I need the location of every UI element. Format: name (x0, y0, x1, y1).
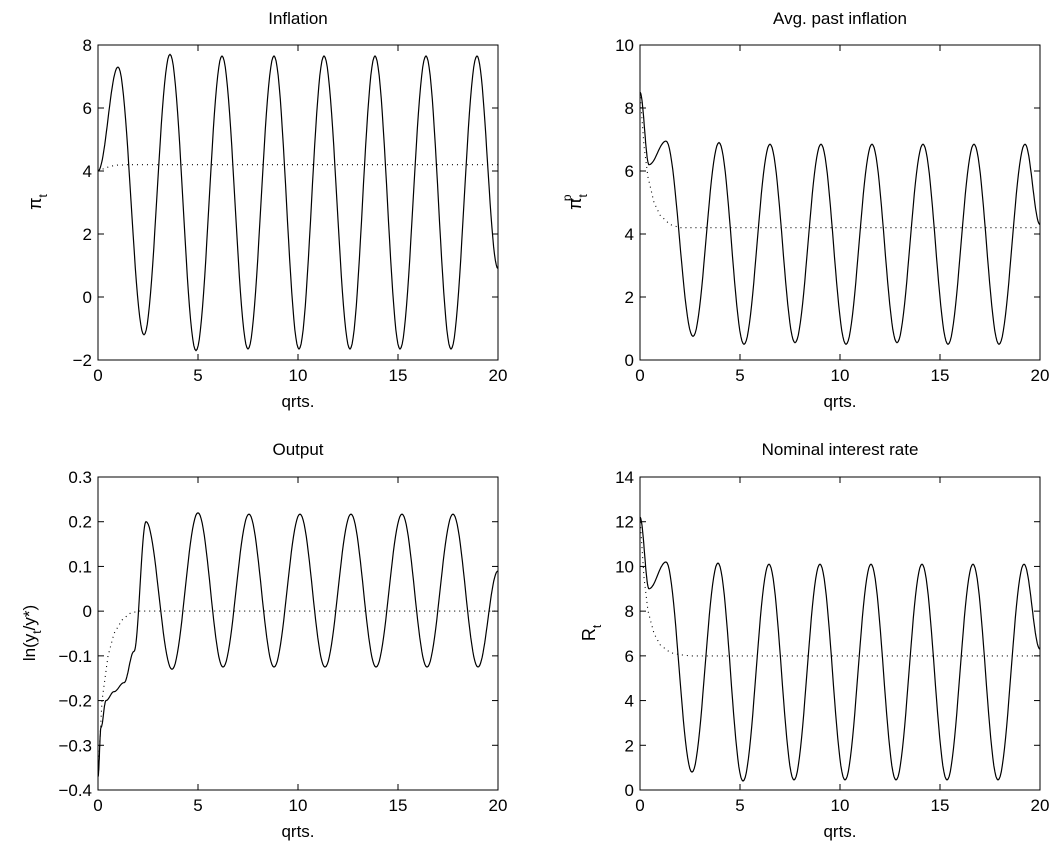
y-tick-label: −2 (73, 351, 92, 370)
y-tick-label: 14 (615, 468, 634, 487)
x-tick-label: 20 (489, 366, 508, 385)
y-tick-label: 4 (625, 692, 634, 711)
y-tick-label: 4 (625, 225, 634, 244)
y-axis-label: πt (25, 193, 50, 209)
x-tick-label: 15 (931, 366, 950, 385)
panel-avg-past-inflation: Avg. past inflation qrts. πtp 0 2 4 6 8 10 0 5 1… (560, 9, 1049, 411)
y-tick-label: 0.3 (68, 468, 92, 487)
y-tick-label: −0.2 (58, 692, 92, 711)
y-tick-label: 10 (615, 557, 634, 576)
x-axis-label: qrts. (823, 822, 856, 841)
series-line-solid (639, 516, 1041, 782)
y-tick-label: 2 (625, 288, 634, 307)
y-axis-label: πtp (560, 193, 590, 209)
y-tick-label: 6 (625, 647, 634, 666)
x-axis-label: qrts. (823, 392, 856, 411)
y-tick-label: 2 (83, 225, 92, 244)
x-tick-label: 15 (389, 366, 408, 385)
y-tick-label: 12 (615, 513, 634, 532)
x-tick-label: 5 (735, 796, 744, 815)
panel-nominal-interest-rate: Nominal interest rate qrts. Rt 0 2 4 6 8 10 12… (579, 440, 1049, 841)
y-axis-label: Rt (579, 624, 604, 641)
x-tick-label: 20 (489, 796, 508, 815)
y-tick-label: 6 (83, 99, 92, 118)
x-tick-label: 0 (635, 796, 644, 815)
y-tick-label: 10 (615, 36, 634, 55)
y-tick-label: 0.1 (68, 557, 92, 576)
y-tick-label: −0.1 (58, 647, 92, 666)
y-tick-label: 4 (83, 162, 92, 181)
x-tick-label: 10 (831, 366, 850, 385)
y-tick-label: 8 (625, 602, 634, 621)
series-line-solid (97, 53, 499, 352)
series-line-dotted (97, 610, 498, 777)
series-line-solid (639, 91, 1041, 346)
series-line-dotted (639, 92, 1040, 229)
plot-frame (639, 476, 1041, 791)
chart-title: Avg. past inflation (773, 9, 907, 28)
y-tick-label: 0 (83, 602, 92, 621)
series-line-solid (97, 512, 499, 777)
x-axis-label: qrts. (281, 392, 314, 411)
y-tick-label: 0.2 (68, 513, 92, 532)
x-axis-label: qrts. (281, 822, 314, 841)
y-tick-label: 6 (625, 162, 634, 181)
y-tick-label: −0.3 (58, 736, 92, 755)
x-tick-label: 15 (389, 796, 408, 815)
x-tick-label: 5 (735, 366, 744, 385)
x-tick-label: 10 (289, 366, 308, 385)
chart-title: Inflation (268, 9, 328, 28)
panel-output: Output qrts. ln(yt/y*) −0.4 −0.3 −0.2 −0.1 0… (20, 440, 507, 841)
y-tick-label: 0 (625, 781, 634, 800)
y-axis-label: ln(yt/y*) (20, 605, 44, 661)
x-tick-label: 5 (193, 796, 202, 815)
x-tick-label: 10 (289, 796, 308, 815)
y-tick-label: −0.4 (58, 781, 92, 800)
y-tick-label: 0 (83, 288, 92, 307)
series-line-dotted (639, 517, 1040, 657)
x-tick-label: 20 (1031, 366, 1050, 385)
x-tick-label: 0 (635, 366, 644, 385)
x-tick-label: 15 (931, 796, 950, 815)
plot-frame (97, 476, 499, 791)
x-tick-label: 0 (93, 366, 102, 385)
series-line-dotted (97, 164, 498, 172)
x-tick-label: 0 (93, 796, 102, 815)
x-tick-label: 10 (831, 796, 850, 815)
chart-title: Output (272, 440, 323, 459)
y-tick-label: 8 (83, 36, 92, 55)
x-tick-label: 5 (193, 366, 202, 385)
x-tick-label: 20 (1031, 796, 1050, 815)
y-tick-label: 0 (625, 351, 634, 370)
y-tick-label: 2 (625, 736, 634, 755)
y-tick-label: 8 (625, 99, 634, 118)
chart-title: Nominal interest rate (762, 440, 919, 459)
